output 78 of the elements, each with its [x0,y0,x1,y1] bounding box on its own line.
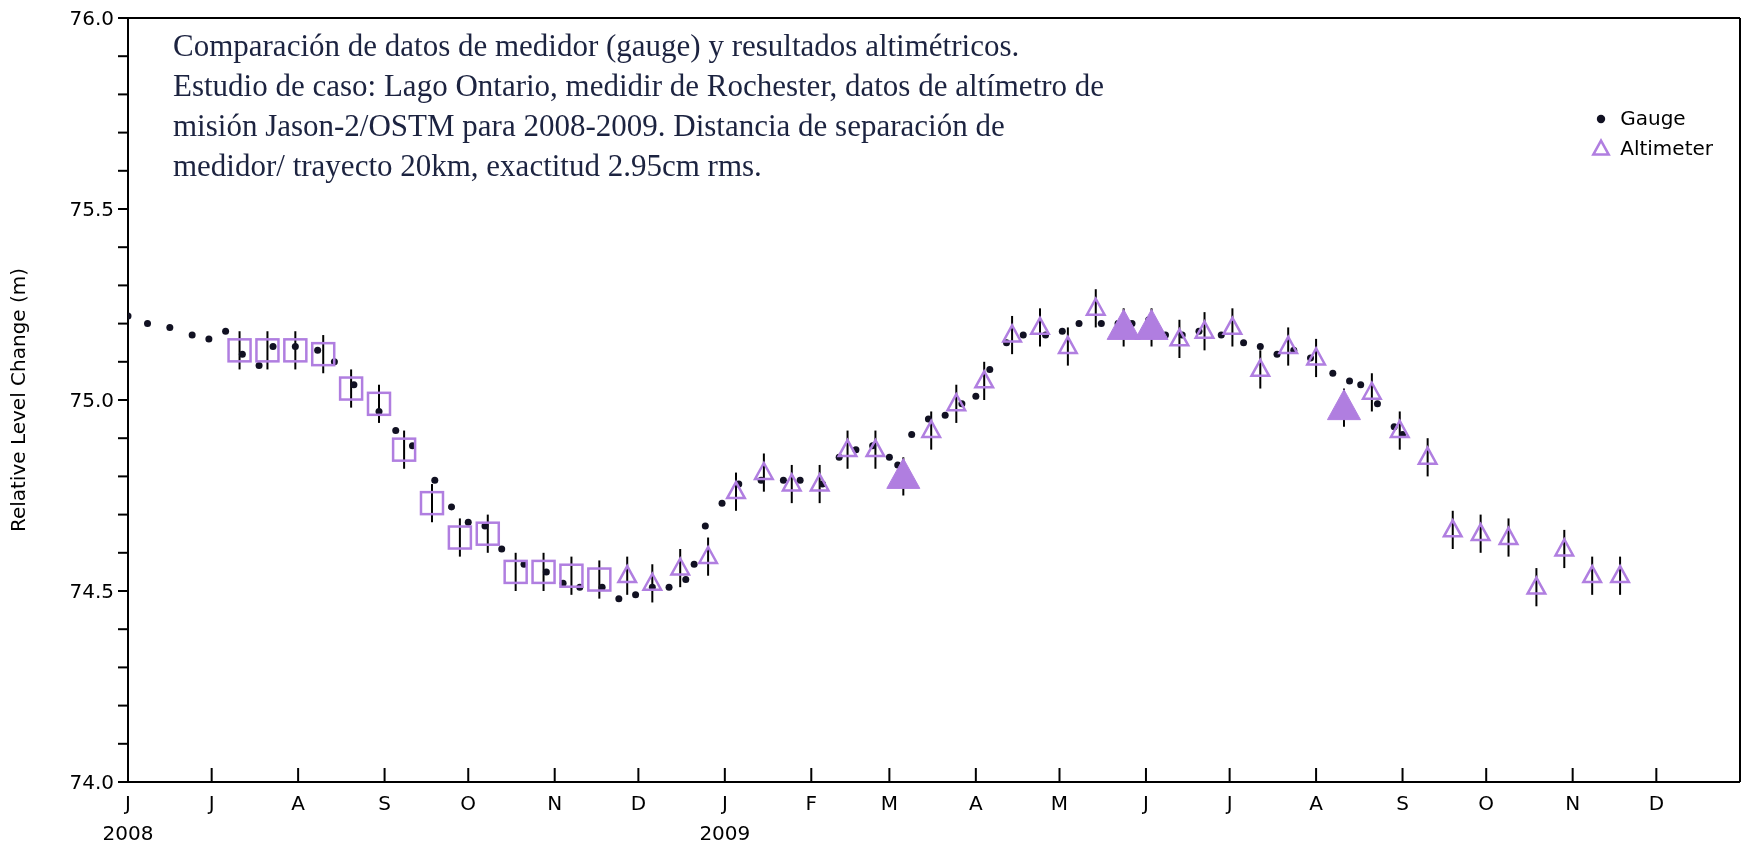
x-tick-label: D [1648,791,1665,815]
point [559,563,584,588]
point [617,564,638,584]
x-tick-label: A [291,791,306,815]
x-tick-label: O [1478,791,1495,815]
x-tick-label: A [1309,791,1324,815]
point [1194,320,1215,339]
point [1361,381,1382,401]
x-tick-label: M [1050,791,1069,815]
x-tick-label: J [1224,791,1233,815]
point [338,376,364,401]
point [1250,358,1271,378]
point [1278,335,1299,355]
x-tick-label: O [460,791,477,815]
point [837,438,858,458]
x-tick-label: J [1141,791,1149,815]
point [865,438,886,458]
point [1106,308,1141,340]
x-tick-label: N [547,791,563,815]
legend-label: Altimeter [1620,135,1713,162]
point [753,461,774,481]
x-tick-label: S [378,791,391,815]
x-tick-label: J 2008 [102,791,154,845]
point [587,567,612,592]
point [1389,419,1410,439]
point [946,392,967,412]
point [1554,538,1575,557]
point [503,559,528,585]
point [1169,328,1190,347]
point [1002,324,1023,343]
x-tick-label: D [630,791,647,815]
point [809,473,830,492]
legend-label: Gauge [1620,105,1686,132]
point [1498,526,1519,546]
point [781,473,802,492]
point [725,480,747,500]
point [310,341,336,367]
point [1582,564,1603,584]
point [391,437,417,462]
point [1057,335,1078,355]
point [670,557,691,576]
point [283,338,308,363]
x-tick-label: M [880,791,899,815]
y-tick-label: 75.5 [69,197,114,221]
x-tick-label: J 2009 [699,791,751,845]
x-tick-label: F [805,791,818,815]
point [921,419,942,439]
point [1470,522,1491,542]
y-tick-label: 74.5 [69,579,114,603]
point [255,338,280,363]
y-tick-label: 75.0 [69,388,114,412]
point [1222,316,1243,336]
point [1326,389,1361,421]
point [1134,308,1169,340]
y-tick-label: 76.0 [69,6,114,30]
x-tick-label: A [968,791,983,815]
point [447,525,473,550]
annotation: Comparación de datos de medidor (gauge) y resultados altimétricos. Estudio de caso: Lago Ontario, medidir de Rochester, datos de altímetro de misión Jason-2/OSTM para 2008-2009. Distancia de separación de medidor/ trayecto 20km, exactitud 2.95cm rms. [173,27,1106,185]
x-tick-label: S [1396,791,1409,815]
point [1526,576,1547,595]
point [366,391,392,417]
point [419,490,445,516]
point [1417,446,1438,465]
point [1610,564,1631,584]
point [642,572,663,592]
point [698,545,719,565]
point [974,370,995,389]
point [531,559,556,585]
point [475,521,501,546]
point [1029,316,1051,336]
point [227,338,252,363]
y-axis-title: Relative Level Change (m) [6,267,31,533]
point [1085,297,1106,316]
x-tick-label: N [1565,791,1581,815]
point [1306,347,1327,366]
y-tick-label: 74.0 [69,770,114,794]
x-tick-label: J [206,791,215,815]
point [1442,519,1463,538]
